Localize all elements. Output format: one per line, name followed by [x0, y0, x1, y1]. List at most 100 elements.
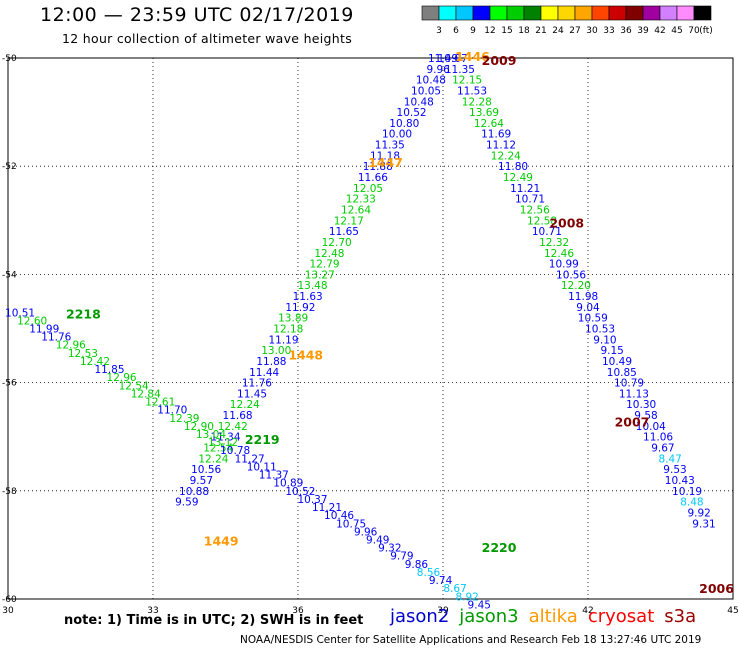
wave-height-value: 10.05 — [411, 85, 441, 97]
colorbar-tick-label: 15 — [501, 26, 512, 36]
colorbar-swatch — [472, 5, 491, 21]
wave-height-value: 11.49 — [428, 53, 458, 65]
wave-height-value: 11.06 — [643, 432, 673, 444]
wave-height-value: 11.69 — [481, 129, 511, 141]
wave-height-value: 9.86 — [405, 559, 429, 571]
colorbar-tick-label: 24 — [552, 26, 564, 36]
wave-height-value: 11.70 — [157, 405, 187, 417]
credit-line: NOAA/NESDIS Center for Satellite Applica… — [240, 634, 702, 646]
wave-height-value: 11.53 — [457, 85, 487, 97]
wave-height-value: 11.66 — [358, 172, 388, 184]
colorbar-tick-label: 18 — [518, 26, 530, 36]
wave-height-value: 9.53 — [663, 464, 686, 476]
wave-height-value: 9.79 — [390, 551, 413, 563]
legend-s3a: s3a — [664, 606, 697, 627]
legend-cryosat: cryosat — [587, 606, 655, 627]
wave-height-value: 11.37 — [259, 470, 289, 482]
colorbar-tick-label: 30 — [586, 26, 598, 36]
wave-height-value: 12.96 — [107, 372, 137, 384]
wave-height-value: 9.96 — [426, 64, 450, 76]
wave-height-value: 9.67 — [651, 443, 674, 455]
wave-height-value: 11.34 — [210, 432, 240, 444]
wave-height-value: 10.00 — [382, 129, 412, 141]
colorbar-swatch — [591, 5, 610, 21]
wave-height-value: 12.39 — [169, 413, 199, 425]
y-tick-label: -50 — [2, 54, 17, 64]
wave-height-value: 10.56 — [556, 269, 586, 281]
wave-height-value: 12.24 — [230, 399, 260, 411]
colorbar-unit: (ft) — [699, 26, 713, 36]
x-tick-label: 36 — [292, 606, 304, 616]
wave-height-value: 8.92 — [455, 591, 478, 603]
x-tick-label: 45 — [727, 606, 738, 616]
colorbar-swatch — [506, 5, 525, 21]
wave-height-value: 10.49 — [602, 356, 632, 368]
colorbar-tick-label: 39 — [637, 26, 649, 36]
wave-height-value: 13.00 — [261, 345, 291, 357]
wave-height-value: 10.07 — [438, 53, 468, 65]
wave-height-value: 10.75 — [336, 518, 366, 530]
pass-time-label: 1447 — [368, 155, 403, 170]
wave-height-value: 10.71 — [532, 226, 562, 238]
wave-height-value: 12.05 — [353, 183, 383, 195]
wave-height-value: 12.90 — [184, 421, 214, 433]
wave-height-value: 13.89 — [278, 313, 308, 325]
colorbar-swatch — [642, 5, 661, 21]
x-tick-label: 30 — [2, 606, 14, 616]
wave-height-observations: 11.499.9610.4810.0510.4810.5210.8010.001… — [5, 53, 716, 611]
colorbar-tick-label: 12 — [484, 26, 495, 36]
subtitle: 12 hour collection of altimeter wave hei… — [62, 31, 353, 46]
main-title: 12:00 — 23:59 UTC 02/17/2019 — [40, 4, 354, 26]
colorbar-swatch — [489, 5, 508, 21]
wave-height-value: 10.11 — [247, 461, 277, 473]
axis-labels: 30 33 36 39 42 45 -50 -52 -54 -56 -58 -60 — [2, 54, 739, 616]
colorbar-tick-label: 42 — [654, 26, 665, 36]
y-tick-label: -58 — [2, 487, 17, 497]
wave-height-value: 11.18 — [370, 150, 400, 162]
wave-height-value: 9.49 — [366, 534, 389, 546]
wave-height-value: 12.18 — [273, 324, 303, 336]
wave-height-value: 12.33 — [346, 194, 376, 206]
wave-height-value: 10.79 — [614, 378, 644, 390]
wave-height-value: 10.30 — [626, 399, 656, 411]
wave-height-value: 11.35 — [375, 140, 405, 152]
wave-height-value: 11.76 — [41, 332, 71, 344]
wave-height-value: 10.51 — [5, 307, 35, 319]
wave-height-value: 12.48 — [314, 248, 344, 260]
colorbar-swatch — [557, 5, 576, 21]
wave-height-value: 11.92 — [285, 302, 315, 314]
wave-height-value: 12.20 — [561, 280, 591, 292]
wave-height-value: 10.19 — [672, 486, 702, 498]
legend-jason3: jason3 — [459, 606, 519, 627]
wave-height-value: 9.96 — [354, 526, 378, 538]
wave-height-value: 12.56 — [520, 204, 550, 216]
wave-height-value: 8.47 — [658, 453, 681, 465]
wave-height-value: 9.31 — [692, 518, 715, 530]
wave-height-value: 9.57 — [190, 475, 213, 487]
wave-height-value: 11.13 — [619, 388, 649, 400]
wave-height-value: 13.27 — [305, 269, 335, 281]
wave-height-value: 11.21 — [312, 502, 342, 514]
colorbar-tick-label: 3 — [436, 26, 442, 36]
pass-time-label: 1448 — [288, 347, 323, 362]
wave-height-value: 10.89 — [273, 478, 303, 490]
wave-height-value: 9.10 — [593, 334, 616, 346]
wave-height-value: 12.61 — [145, 397, 175, 409]
wave-height-value: 10.53 — [585, 324, 615, 336]
colorbar-swatch — [676, 5, 695, 21]
colorbar-swatch — [421, 5, 440, 21]
wave-height-value: 10.37 — [297, 494, 327, 506]
wave-height-value: 11.76 — [242, 378, 272, 390]
wave-height-value: 11.88 — [363, 161, 393, 173]
wave-height-value: 10.56 — [191, 464, 221, 476]
pass-time-label: 2219 — [245, 432, 280, 447]
wave-height-value: 9.58 — [634, 410, 657, 422]
wave-height-value: 10.99 — [549, 259, 579, 271]
note-text: note: 1) Time is in UTC; 2) SWH is in fe… — [64, 613, 364, 628]
wave-height-value: 12.32 — [539, 237, 569, 249]
wave-height-value: 10.04 — [636, 421, 666, 433]
wave-height-value: 9.92 — [687, 507, 710, 519]
wave-height-value: 12.15 — [452, 75, 482, 87]
wave-height-value: 12.17 — [334, 215, 364, 227]
